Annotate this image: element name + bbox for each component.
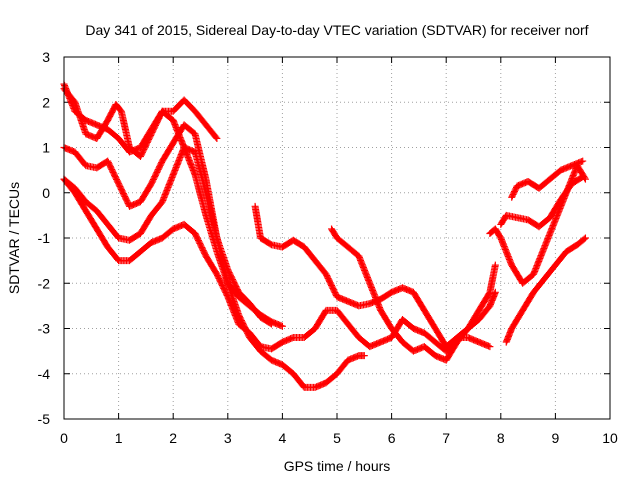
x-tick-label: 9: [552, 430, 560, 446]
data-point: [580, 235, 588, 243]
series-track-2: [60, 85, 221, 161]
x-axis-ticks: 0 1 2 3 4 5 6 7 8 9 10: [60, 57, 618, 446]
y-tick-label: 3: [42, 49, 50, 65]
data-point: [491, 261, 499, 269]
data-point: [267, 320, 275, 328]
data-points: [60, 80, 589, 391]
plot-frame: [63, 56, 611, 420]
series-track-11: [508, 157, 587, 201]
x-tick-label: 2: [169, 430, 177, 446]
x-tick-label: 5: [333, 430, 341, 446]
y-tick-label: -5: [38, 411, 51, 427]
x-axis-label: GPS time / hours: [284, 458, 391, 474]
x-tick-label: 6: [388, 430, 396, 446]
series-track-7: [328, 225, 499, 364]
y-tick-label: -1: [38, 230, 51, 246]
y-tick-label: 0: [42, 185, 50, 201]
series-track-9: [502, 234, 589, 346]
x-tick-label: 8: [497, 430, 505, 446]
data-point: [577, 174, 585, 182]
chart-title: Day 341 of 2015, Sidereal Day-to-day VTE…: [85, 22, 588, 38]
x-tick-label: 1: [115, 430, 123, 446]
x-tick-label: 10: [602, 430, 618, 446]
y-tick-label: -2: [38, 275, 51, 291]
data-point: [579, 173, 587, 181]
x-tick-label: 3: [224, 430, 232, 446]
x-tick-label: 4: [279, 430, 287, 446]
data-point: [266, 319, 274, 327]
data-point: [278, 322, 286, 330]
data-point: [581, 234, 589, 242]
data-point: [212, 133, 220, 141]
y-axis-ticks: -5 -4 -3 -2 -1 0 1 2 3: [38, 49, 610, 427]
y-tick-label: 2: [42, 94, 50, 110]
data-point: [213, 134, 221, 142]
x-tick-label: 0: [60, 430, 68, 446]
y-tick-label: 1: [42, 140, 50, 156]
y-axis-label: SDTVAR / TECUs: [6, 182, 22, 294]
x-tick-label: 7: [442, 430, 450, 446]
data-point: [486, 343, 494, 351]
y-tick-label: -3: [38, 321, 51, 337]
data-point: [579, 157, 587, 165]
series-track-10: [497, 173, 587, 231]
data-point: [360, 352, 368, 360]
y-tick-label: -4: [38, 366, 51, 382]
